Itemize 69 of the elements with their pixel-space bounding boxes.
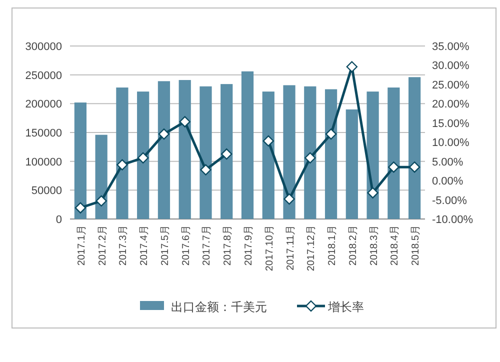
x-tick-label: 2017.1月 [76,225,88,266]
point [137,152,149,164]
x-tick-label: 2017.2月 [97,225,108,266]
y-tick-label: 150000 [25,128,62,140]
x-tick-label: 2017.4月 [139,225,150,266]
bar [95,134,108,219]
bar [262,92,274,219]
bar [366,92,379,219]
x-tick-label: 2017.8月 [222,225,234,266]
bar [388,88,400,219]
bar [74,102,86,219]
point [367,187,378,198]
y-tick-label: 100000 [25,156,62,168]
y2-tick-label: 25.00% [432,79,470,92]
y-tick-label: 50000 [31,185,62,198]
point [74,202,86,214]
point [284,193,295,205]
bar [324,89,338,219]
x-tick-label: 2017.7月 [202,225,213,266]
x-tick-label: 2017.6月 [180,225,192,266]
x-tick-label: 2018.3月 [368,225,380,266]
point [96,195,107,207]
bar [241,71,254,219]
bar [283,85,296,219]
bar [178,80,191,219]
x-tick-label: 2017.10月 [264,225,276,272]
bar [346,109,358,219]
y2-tick-label: 15.00% [432,118,470,130]
bar [158,81,170,219]
y2-tick-label: 20.00% [432,98,470,111]
x-tick-label: 2018.1月 [327,225,338,266]
bar [200,86,212,219]
y2-tick-label: -10.00% [432,214,474,226]
point [346,61,358,72]
y-tick-label: 0 [56,214,62,226]
legend-label: 出口金额：千美元 [171,300,267,314]
y-tick-label: 300000 [25,41,62,53]
x-tick-label: 2018.5月 [410,225,422,266]
bar [304,86,316,219]
point [179,116,190,128]
y2-tick-label: -5.00% [432,194,468,207]
y2-tick-label: 35.00% [432,41,470,53]
point [408,162,420,173]
y2-tick-label: 30.00% [432,60,470,72]
y-tick-label: 200000 [25,98,62,111]
x-tick-label: 2017.11月 [285,225,296,270]
x-tick-label: 2017.5月 [160,225,171,266]
y2-tick-label: 5.00% [432,156,464,168]
bar [220,84,233,219]
y-tick-label: 250000 [25,70,62,82]
y2-tick-label: 0.00% [432,176,464,188]
point [304,152,316,164]
point [262,135,274,147]
x-tick-label: 2017.12月 [306,225,318,272]
x-tick-label: 2018.4月 [390,225,401,266]
point [221,148,232,160]
bar [116,88,128,219]
point [158,128,170,140]
x-tick-label: 2017.9月 [244,225,254,266]
x-tick-label: 2017.3月 [118,225,130,266]
point [116,159,128,170]
point [200,164,212,176]
legend-label: 增长率 [327,300,364,314]
point [388,162,400,173]
point [325,128,337,140]
x-tick-label: 2018.2月 [348,225,359,266]
bar [408,77,421,219]
bar [137,92,150,219]
y2-tick-label: 10.00% [432,137,470,150]
